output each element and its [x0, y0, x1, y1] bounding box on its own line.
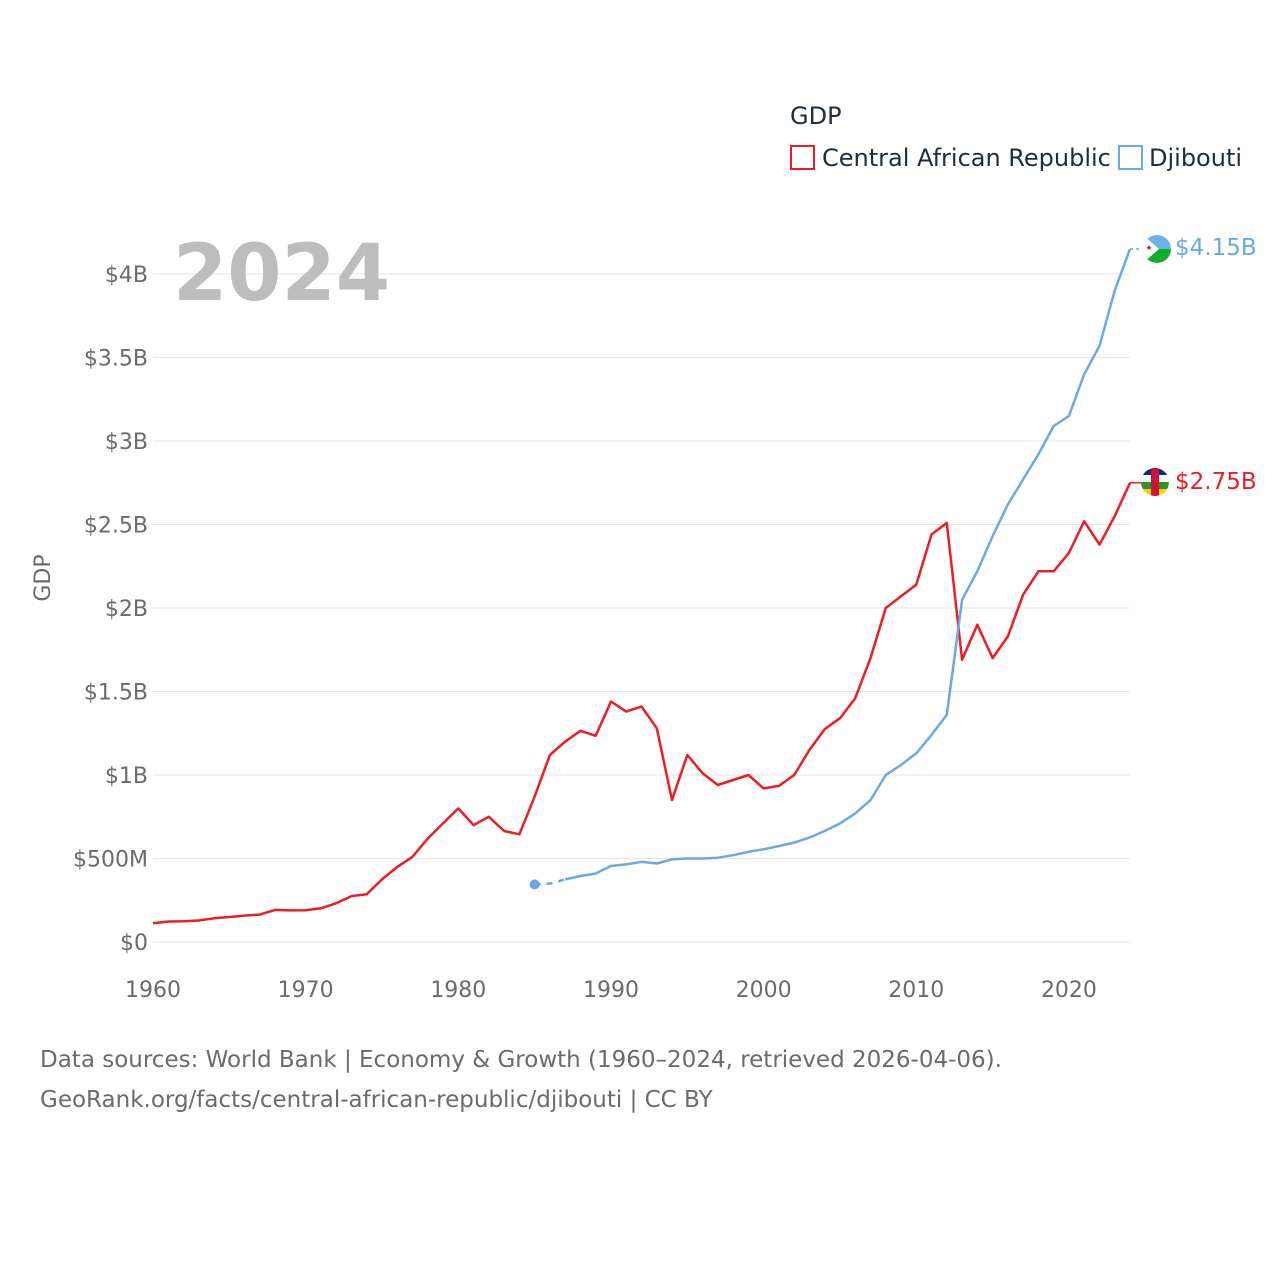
- year-label: 2024: [173, 229, 390, 319]
- y-tick-label-8: $4B: [105, 263, 148, 288]
- legend-label-djibouti: Djibouti: [1149, 144, 1242, 172]
- y-tick-label-6: $3B: [105, 430, 148, 455]
- series-line-central-african-republic: [152, 482, 1132, 925]
- y-tick-label-0: $0: [120, 931, 148, 956]
- y-tick-label-7: $3.5B: [84, 347, 148, 372]
- series-start-point-djibouti: [529, 879, 540, 890]
- y-tick-label-5: $2.5B: [84, 514, 148, 539]
- central-african-republic-flag-icon: [1141, 468, 1169, 496]
- x-axis-ticks: 1960 1970 1980 1990 2000 2010 2020: [125, 978, 1097, 1003]
- djibouti-flag-icon: [1143, 235, 1171, 263]
- series-line-djibouti-start-dash: [534, 878, 566, 886]
- grid-lines: [153, 273, 1130, 943]
- legend-title: GDP: [790, 102, 842, 130]
- y-axis-ticks: $0 $500M $1B $1.5B $2B $2.5B $3B $3.5B $4B: [73, 263, 148, 956]
- legend-label-central-african-republic: Central African Republic: [822, 144, 1111, 172]
- x-tick-label-3: 1990: [583, 978, 639, 1003]
- legend-swatch-djibouti: [1118, 145, 1143, 170]
- x-tick-label-4: 2000: [736, 978, 792, 1003]
- legend: GDP Central African Republic Djibouti: [790, 102, 1242, 172]
- y-tick-label-2: $1B: [105, 764, 148, 789]
- x-tick-label-2: 1980: [430, 978, 486, 1003]
- y-tick-label-4: $2B: [105, 597, 148, 622]
- x-tick-label-5: 2010: [888, 978, 944, 1003]
- x-tick-label-0: 1960: [125, 978, 181, 1003]
- end-value-label-djibouti: $4.15B: [1175, 235, 1257, 261]
- y-axis-label: GDP: [31, 554, 56, 601]
- y-tick-label-1: $500M: [73, 848, 148, 873]
- source-attribution: Data sources: World Bank | Economy & Gro…: [40, 1040, 1002, 1120]
- y-tick-label-3: $1.5B: [84, 681, 148, 706]
- x-tick-label-6: 2020: [1041, 978, 1097, 1003]
- source-line-2[interactable]: GeoRank.org/facts/central-african-republ…: [40, 1087, 713, 1113]
- end-value-label-central-african-republic: $2.75B: [1175, 469, 1257, 495]
- legend-swatch-central-african-republic: [790, 145, 815, 170]
- x-tick-label-1: 1970: [278, 978, 334, 1003]
- series-line-djibouti: [564, 248, 1132, 881]
- source-line-1: Data sources: World Bank | Economy & Gro…: [40, 1047, 1002, 1073]
